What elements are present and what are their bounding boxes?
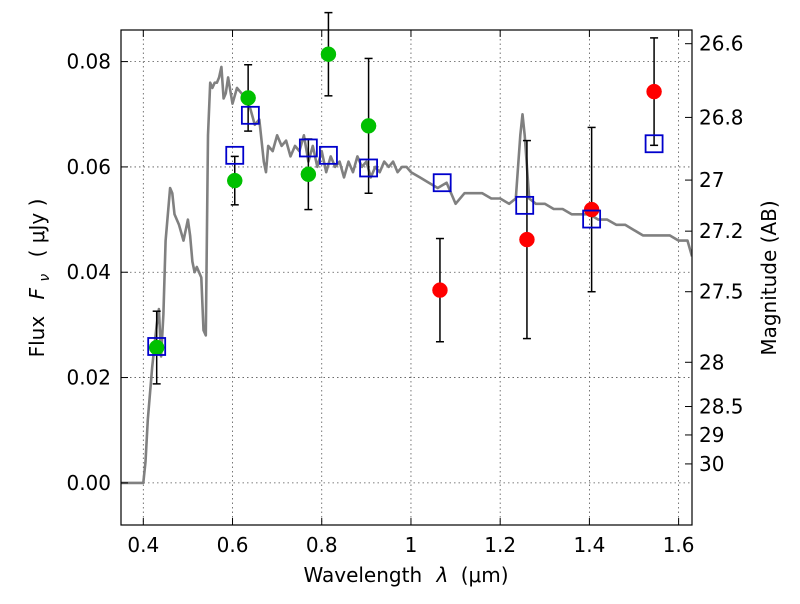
y2-tick-label: 26.6 xyxy=(699,32,744,56)
green-circle-marker xyxy=(300,166,317,183)
red-circle-marker xyxy=(583,201,600,218)
blue-square-marker xyxy=(359,158,378,178)
y-tick-label: 0.04 xyxy=(66,260,111,284)
y2-tick-labels: 26.6 26.8 27 27.2 27.5 28 28.5 29 30 xyxy=(699,32,744,476)
y-tick-label: 0.08 xyxy=(66,50,111,74)
x-axis-label-text: Wavelength xyxy=(303,563,422,587)
marker-layer xyxy=(147,46,664,356)
green-circle-marker xyxy=(240,90,256,106)
green-circle-marker xyxy=(148,339,165,356)
y2-tick-label: 27 xyxy=(699,168,724,192)
y-axis-label-subscript: ν xyxy=(37,274,53,282)
red-circle-marker xyxy=(432,282,448,298)
x-tick-label: 1 xyxy=(405,533,418,557)
blue-square-marker xyxy=(319,145,338,165)
x-tick-labels: 0.4 0.6 0.8 1 1.2 1.4 1.6 xyxy=(127,533,694,557)
ticks xyxy=(121,30,692,525)
blue-square-marker xyxy=(147,337,167,356)
x-tick-label: 1.6 xyxy=(663,533,695,557)
blue-square-marker xyxy=(432,173,452,193)
red-circle-marker xyxy=(646,83,662,100)
y-tick-label: 0.06 xyxy=(66,155,111,179)
model-sed-line xyxy=(121,65,692,485)
x-axis-label-unit: (μm) xyxy=(461,563,509,587)
y-axis-label-text: Flux xyxy=(25,316,49,358)
blue-square-marker xyxy=(644,134,664,154)
y2-tick-label: 26.8 xyxy=(699,105,744,129)
blue-square-marker xyxy=(240,105,260,125)
blue-square-marker xyxy=(225,145,245,165)
red-circle-marker xyxy=(519,231,535,248)
y-axis-label-symbol: F xyxy=(25,287,49,299)
y2-tick-label: 27.5 xyxy=(699,280,744,304)
x-axis-label: Wavelength λ (μm) xyxy=(303,563,508,587)
blue-square-marker xyxy=(298,138,318,158)
y2-axis-label: Magnitude (AB) xyxy=(757,200,781,355)
y2-tick-label: 29 xyxy=(699,423,724,447)
blue-square-marker xyxy=(582,209,602,229)
blue-square-marker xyxy=(515,195,535,215)
plot-background xyxy=(121,30,692,525)
x-tick-label: 0.4 xyxy=(127,533,159,557)
y2-tick-label: 28.5 xyxy=(699,395,744,419)
y2-tick-label: 28 xyxy=(699,350,724,374)
x-tick-label: 0.8 xyxy=(306,533,338,557)
y-axis-label: Flux F ν ( μJy ) xyxy=(25,199,54,358)
grid-lines xyxy=(121,30,692,525)
y2-tick-label: 27.2 xyxy=(699,219,744,243)
y2-tick-label: 30 xyxy=(699,452,724,476)
green-circle-marker xyxy=(227,172,243,189)
y-axis-label-unit: ( μJy ) xyxy=(25,199,49,258)
x-tick-label: 0.6 xyxy=(217,533,249,557)
plot-frame xyxy=(120,29,693,526)
green-circle-marker xyxy=(360,118,377,134)
y-tick-labels: 0.00 0.02 0.04 0.06 0.08 xyxy=(66,50,111,495)
x-tick-label: 1.4 xyxy=(573,533,605,557)
green-circle-marker xyxy=(320,46,337,62)
x-axis-label-symbol: λ xyxy=(436,563,449,587)
y-tick-label: 0.02 xyxy=(66,366,111,390)
y-tick-label: 0.00 xyxy=(66,471,111,495)
model-sed-layer xyxy=(121,65,692,485)
x-tick-label: 1.2 xyxy=(484,533,516,557)
